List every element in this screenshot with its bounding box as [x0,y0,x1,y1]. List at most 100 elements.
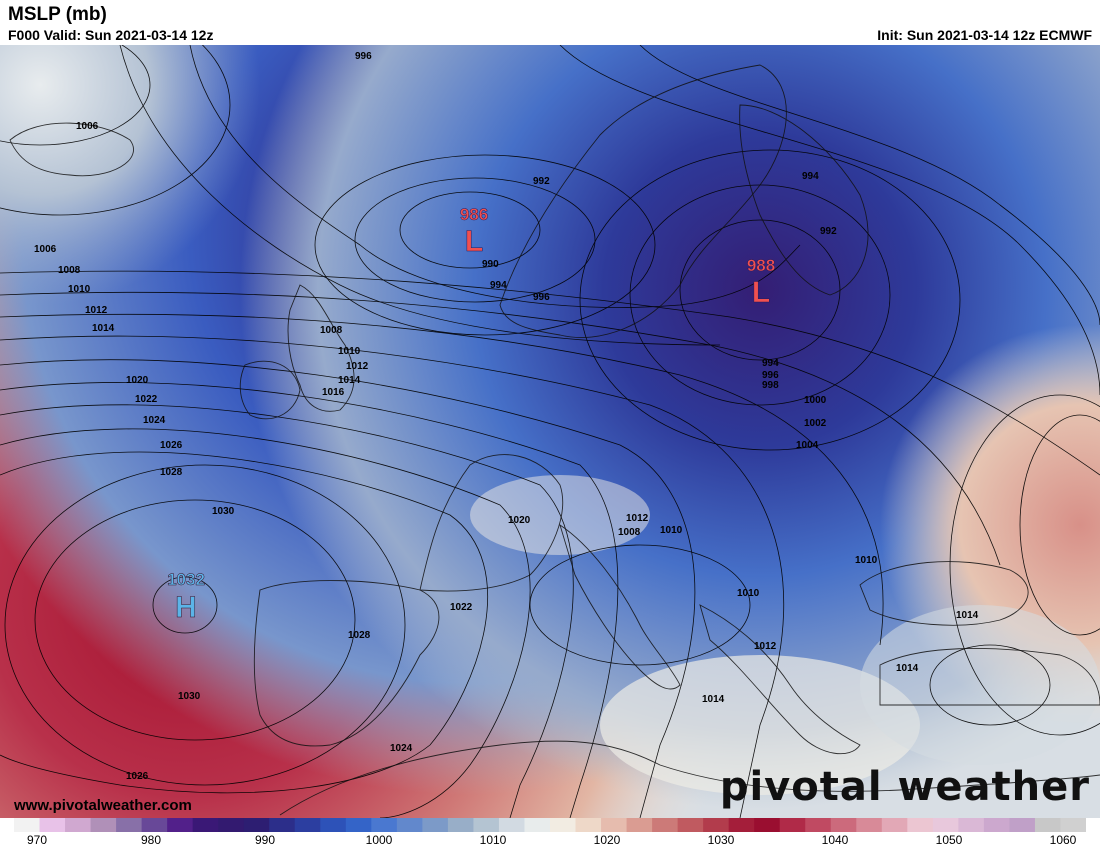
brand-logo: pivotal weather [719,764,1090,810]
isobar-label: 998 [762,380,779,391]
color-swatch [601,818,628,832]
color-swatch [243,818,270,832]
color-swatch [1034,818,1061,832]
isobar-label: 1022 [450,602,473,613]
low-value: 986 [460,205,488,224]
color-swatch [65,818,92,832]
color-scale-tick-label: 1010 [479,833,507,847]
color-scale-swatches [14,818,1087,832]
isobar-label: 990 [482,259,499,270]
color-swatch [1060,818,1087,832]
color-swatch [652,818,679,832]
color-swatch [958,818,985,832]
isobar-label: 994 [802,171,819,182]
color-swatch [345,818,372,832]
color-swatch [473,818,500,832]
low-letter: L [752,276,770,309]
isobar-label: 1026 [160,440,183,451]
isobar-label: 1030 [178,691,201,702]
isobar-label: 1028 [348,630,371,641]
color-scale-bar [14,818,1087,832]
isobar-label: 1030 [212,506,235,517]
isobar-label: 1006 [76,121,99,132]
isobar-label: 1026 [126,771,149,782]
isobar-label: 1022 [135,394,158,405]
isobar-label: 1008 [58,265,81,276]
color-scale-tick-label: 1030 [707,833,735,847]
map-canvas: 996 1006 992 990 994 996 994 992 1006 10… [0,45,1100,818]
isobar-label: 994 [490,280,507,291]
color-scale-tick-label: 1020 [593,833,621,847]
color-swatch [754,818,781,832]
color-swatch [703,818,730,832]
isobar-label: 996 [533,292,550,303]
low-letter: L [465,225,483,258]
color-swatch [830,818,857,832]
isobar-label: 1014 [702,694,725,705]
color-scale-ticks: 970 980 990 1000 1010 1020 1030 1040 1050 1060 [0,833,1100,850]
high-center: 1032 H [167,570,205,625]
isobar-label: 1008 [320,325,343,336]
color-swatch [39,818,66,832]
color-swatch [498,818,525,832]
isobar-label: 1000 [804,395,827,406]
color-scale-tick-label: 1000 [365,833,393,847]
init-time: Init: Sun 2021-03-14 12z ECMWF [877,27,1092,43]
isobar-label: 1004 [796,440,819,451]
color-swatch [447,818,474,832]
color-swatch [218,818,245,832]
color-swatch [90,818,117,832]
isobar-labels: 996 1006 992 990 994 996 994 992 1006 10… [34,51,979,782]
isobar-label: 1024 [143,415,166,426]
color-swatch [192,818,219,832]
color-swatch [116,818,143,832]
isobar-label: 1008 [618,527,641,538]
isobar-label: 994 [762,358,779,369]
high-value: 1032 [167,570,205,589]
low-center: 986 L [460,205,489,259]
color-scale-tick-label: 970 [26,833,48,847]
color-swatch [575,818,602,832]
valid-time: F000 Valid: Sun 2021-03-14 12z [8,27,214,43]
color-swatch [167,818,194,832]
isobar-label: 1016 [322,387,345,398]
isobar-label: 1020 [126,375,149,386]
color-swatch [907,818,934,832]
color-swatch [141,818,168,832]
isobar-label: 992 [820,226,837,237]
isobar-label: 1012 [85,305,108,316]
low-center: 988 L [747,256,776,310]
color-swatch [728,818,755,832]
color-swatch [396,818,423,832]
isobar-label: 1010 [338,346,361,357]
header-bar: MSLP (mb) F000 Valid: Sun 2021-03-14 12z… [0,0,1100,45]
map-title: MSLP (mb) [8,4,107,25]
isobar-label: 1012 [754,641,777,652]
color-swatch [14,818,41,832]
color-swatch [779,818,806,832]
isobar-label: 1020 [508,515,531,526]
isobar-label: 1010 [737,588,760,599]
color-swatch [422,818,449,832]
isobar-label: 996 [762,370,779,381]
low-value: 988 [747,256,775,275]
high-letter: H [175,591,197,624]
color-scale-tick-label: 1060 [1049,833,1077,847]
color-swatch [932,818,959,832]
isobar-label: 1014 [92,323,115,334]
isobar-label: 1010 [855,555,878,566]
color-swatch [677,818,704,832]
website-link[interactable]: www.pivotalweather.com [14,797,192,814]
isobar-label: 1024 [390,743,413,754]
isobar-label: 1028 [160,467,183,478]
color-swatch [269,818,296,832]
color-swatch [550,818,577,832]
isobar-label: 1012 [346,361,369,372]
isobar-label: 992 [533,176,550,187]
isobar-label: 1012 [626,513,649,524]
color-scale-tick-label: 1050 [935,833,963,847]
color-scale-tick-label: 1040 [821,833,849,847]
color-scale-tick-label: 980 [140,833,162,847]
color-swatch [320,818,347,832]
isobar-label: 1010 [68,284,91,295]
